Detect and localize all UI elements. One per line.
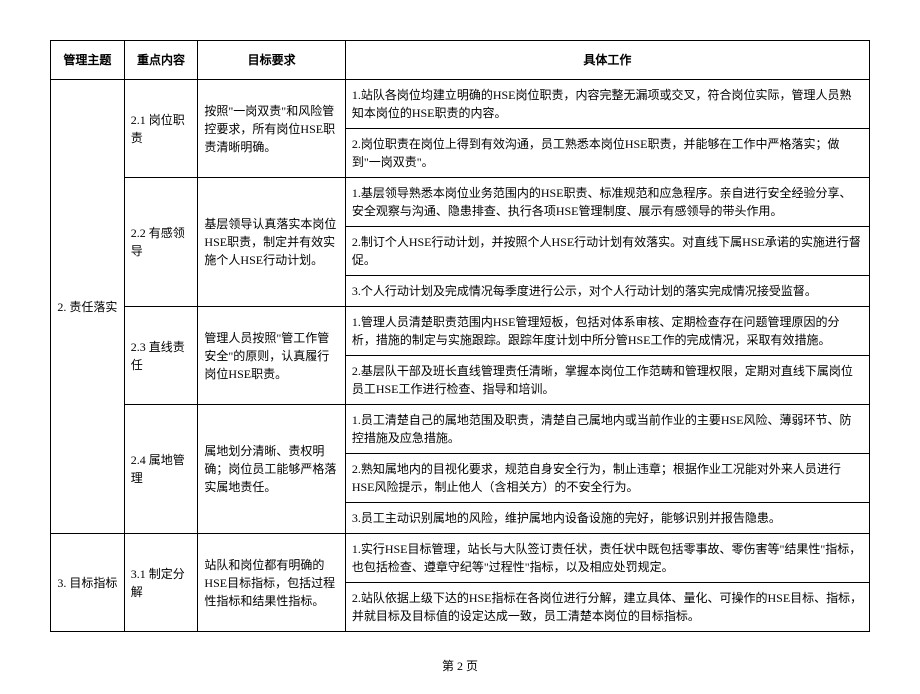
key-cell: 2.4 属地管理 <box>124 405 198 534</box>
work-cell: 1.员工清楚自己的属地范围及职责，清楚自己属地内或当前作业的主要HSE风险、薄弱… <box>345 405 869 454</box>
key-cell: 3.1 制定分解 <box>124 534 198 632</box>
work-cell: 1.基层领导熟悉本岗位业务范围内的HSE职责、标准规范和应急程序。亲自进行安全经… <box>345 178 869 227</box>
target-cell: 属地划分清晰、责权明确；岗位员工能够严格落实属地责任。 <box>198 405 345 534</box>
table-row: 2.2 有感领导 基层领导认真落实本岗位HSE职责，制定并有效实施个人HSE行动… <box>51 178 870 227</box>
table-row: 2.4 属地管理 属地划分清晰、责权明确；岗位员工能够严格落实属地责任。 1.员… <box>51 405 870 454</box>
work-cell: 3.员工主动识别属地的风险，维护属地内设备设施的完好，能够识别并报告隐患。 <box>345 503 869 534</box>
work-cell: 1.实行HSE目标管理，站长与大队签订责任状，责任状中既包括零事故、零伤害等"结… <box>345 534 869 583</box>
target-cell: 站队和岗位都有明确的HSE目标指标，包括过程性指标和结果性指标。 <box>198 534 345 632</box>
work-cell: 2.基层队干部及班长直线管理责任清晰，掌握本岗位工作范畴和管理权限，定期对直线下… <box>345 356 869 405</box>
target-cell: 基层领导认真落实本岗位HSE职责，制定并有效实施个人HSE行动计划。 <box>198 178 345 307</box>
work-cell: 1.管理人员清楚职责范围内HSE管理短板，包括对体系审核、定期检查存在问题管理原… <box>345 307 869 356</box>
key-cell: 2.2 有感领导 <box>124 178 198 307</box>
page-footer: 第 2 页 <box>50 657 870 674</box>
header-theme: 管理主题 <box>51 41 125 80</box>
target-cell: 管理人员按照"管工作管安全"的原则，认真履行岗位HSE职责。 <box>198 307 345 405</box>
theme-cell: 2. 责任落实 <box>51 80 125 534</box>
work-cell: 2.熟知属地内的目视化要求，规范自身安全行为，制止违章；根据作业工况能对外来人员… <box>345 454 869 503</box>
table-row: 2. 责任落实 2.1 岗位职责 按照"一岗双责"和风险管控要求，所有岗位HSE… <box>51 80 870 129</box>
work-cell: 2.岗位职责在岗位上得到有效沟通，员工熟悉本岗位HSE职责，并能够在工作中严格落… <box>345 129 869 178</box>
key-cell: 2.1 岗位职责 <box>124 80 198 178</box>
header-work: 具体工作 <box>345 41 869 80</box>
work-cell: 1.站队各岗位均建立明确的HSE岗位职责，内容完整无漏项或交叉，符合岗位实际，管… <box>345 80 869 129</box>
work-cell: 2.站队依据上级下达的HSE指标在各岗位进行分解，建立具体、量化、可操作的HSE… <box>345 583 869 632</box>
work-cell: 3.个人行动计划及完成情况每季度进行公示，对个人行动计划的落实完成情况接受监督。 <box>345 276 869 307</box>
management-table: 管理主题 重点内容 目标要求 具体工作 2. 责任落实 2.1 岗位职责 按照"… <box>50 40 870 632</box>
table-header-row: 管理主题 重点内容 目标要求 具体工作 <box>51 41 870 80</box>
theme-cell: 3. 目标指标 <box>51 534 125 632</box>
header-key: 重点内容 <box>124 41 198 80</box>
work-cell: 2.制订个人HSE行动计划，并按照个人HSE行动计划有效落实。对直线下属HSE承… <box>345 227 869 276</box>
table-row: 3. 目标指标 3.1 制定分解 站队和岗位都有明确的HSE目标指标，包括过程性… <box>51 534 870 583</box>
header-target: 目标要求 <box>198 41 345 80</box>
key-cell: 2.3 直线责任 <box>124 307 198 405</box>
target-cell: 按照"一岗双责"和风险管控要求，所有岗位HSE职责清晰明确。 <box>198 80 345 178</box>
table-row: 2.3 直线责任 管理人员按照"管工作管安全"的原则，认真履行岗位HSE职责。 … <box>51 307 870 356</box>
